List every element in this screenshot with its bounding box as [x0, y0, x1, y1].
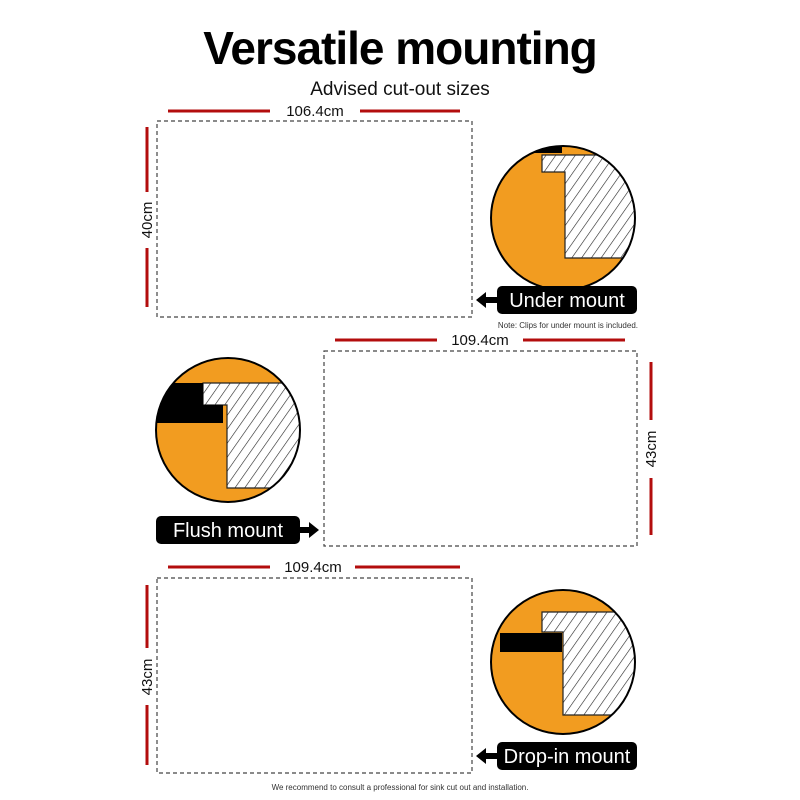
- note-text: Note: Clips for under mount is included.: [498, 321, 638, 330]
- flush-mount-cross-section: [155, 357, 301, 503]
- arrow-right-icon: [299, 522, 319, 538]
- arrow-left-icon: [476, 292, 498, 308]
- arrow-left-icon: [476, 748, 498, 764]
- mount-label-badge: [156, 516, 300, 544]
- drop-in-mount-cross-section: [490, 589, 636, 735]
- mount-label-badge: [497, 286, 637, 314]
- page-subtitle: Advised cut-out sizes: [310, 79, 490, 100]
- panel-under-mount: 106.4cm 40cm Under mount Note: Clips for…: [139, 103, 638, 330]
- panel-drop-in-mount: 109.4cm 43cm Drop-in mount: [139, 559, 637, 774]
- panel-flush-mount: 109.4cm 43cm Flush mount: [155, 332, 660, 547]
- under-mount-cross-section: [490, 145, 636, 291]
- mount-label: Under mount: [509, 290, 625, 312]
- cutout-outline: [323, 350, 638, 547]
- height-label: 43cm: [139, 659, 156, 696]
- height-label: 40cm: [139, 202, 156, 239]
- mount-label: Drop-in mount: [504, 746, 631, 768]
- width-label: 109.4cm: [451, 332, 509, 349]
- height-label: 43cm: [643, 431, 660, 468]
- mount-label: Flush mount: [173, 520, 283, 542]
- cutout-outline: [156, 577, 473, 774]
- page-title: Versatile mounting: [203, 22, 597, 74]
- mount-label-badge: [497, 742, 637, 770]
- cutout-outline: [156, 120, 473, 318]
- width-label: 106.4cm: [286, 103, 344, 120]
- width-label: 109.4cm: [284, 559, 342, 576]
- footer-text: We recommend to consult a professional f…: [272, 783, 529, 792]
